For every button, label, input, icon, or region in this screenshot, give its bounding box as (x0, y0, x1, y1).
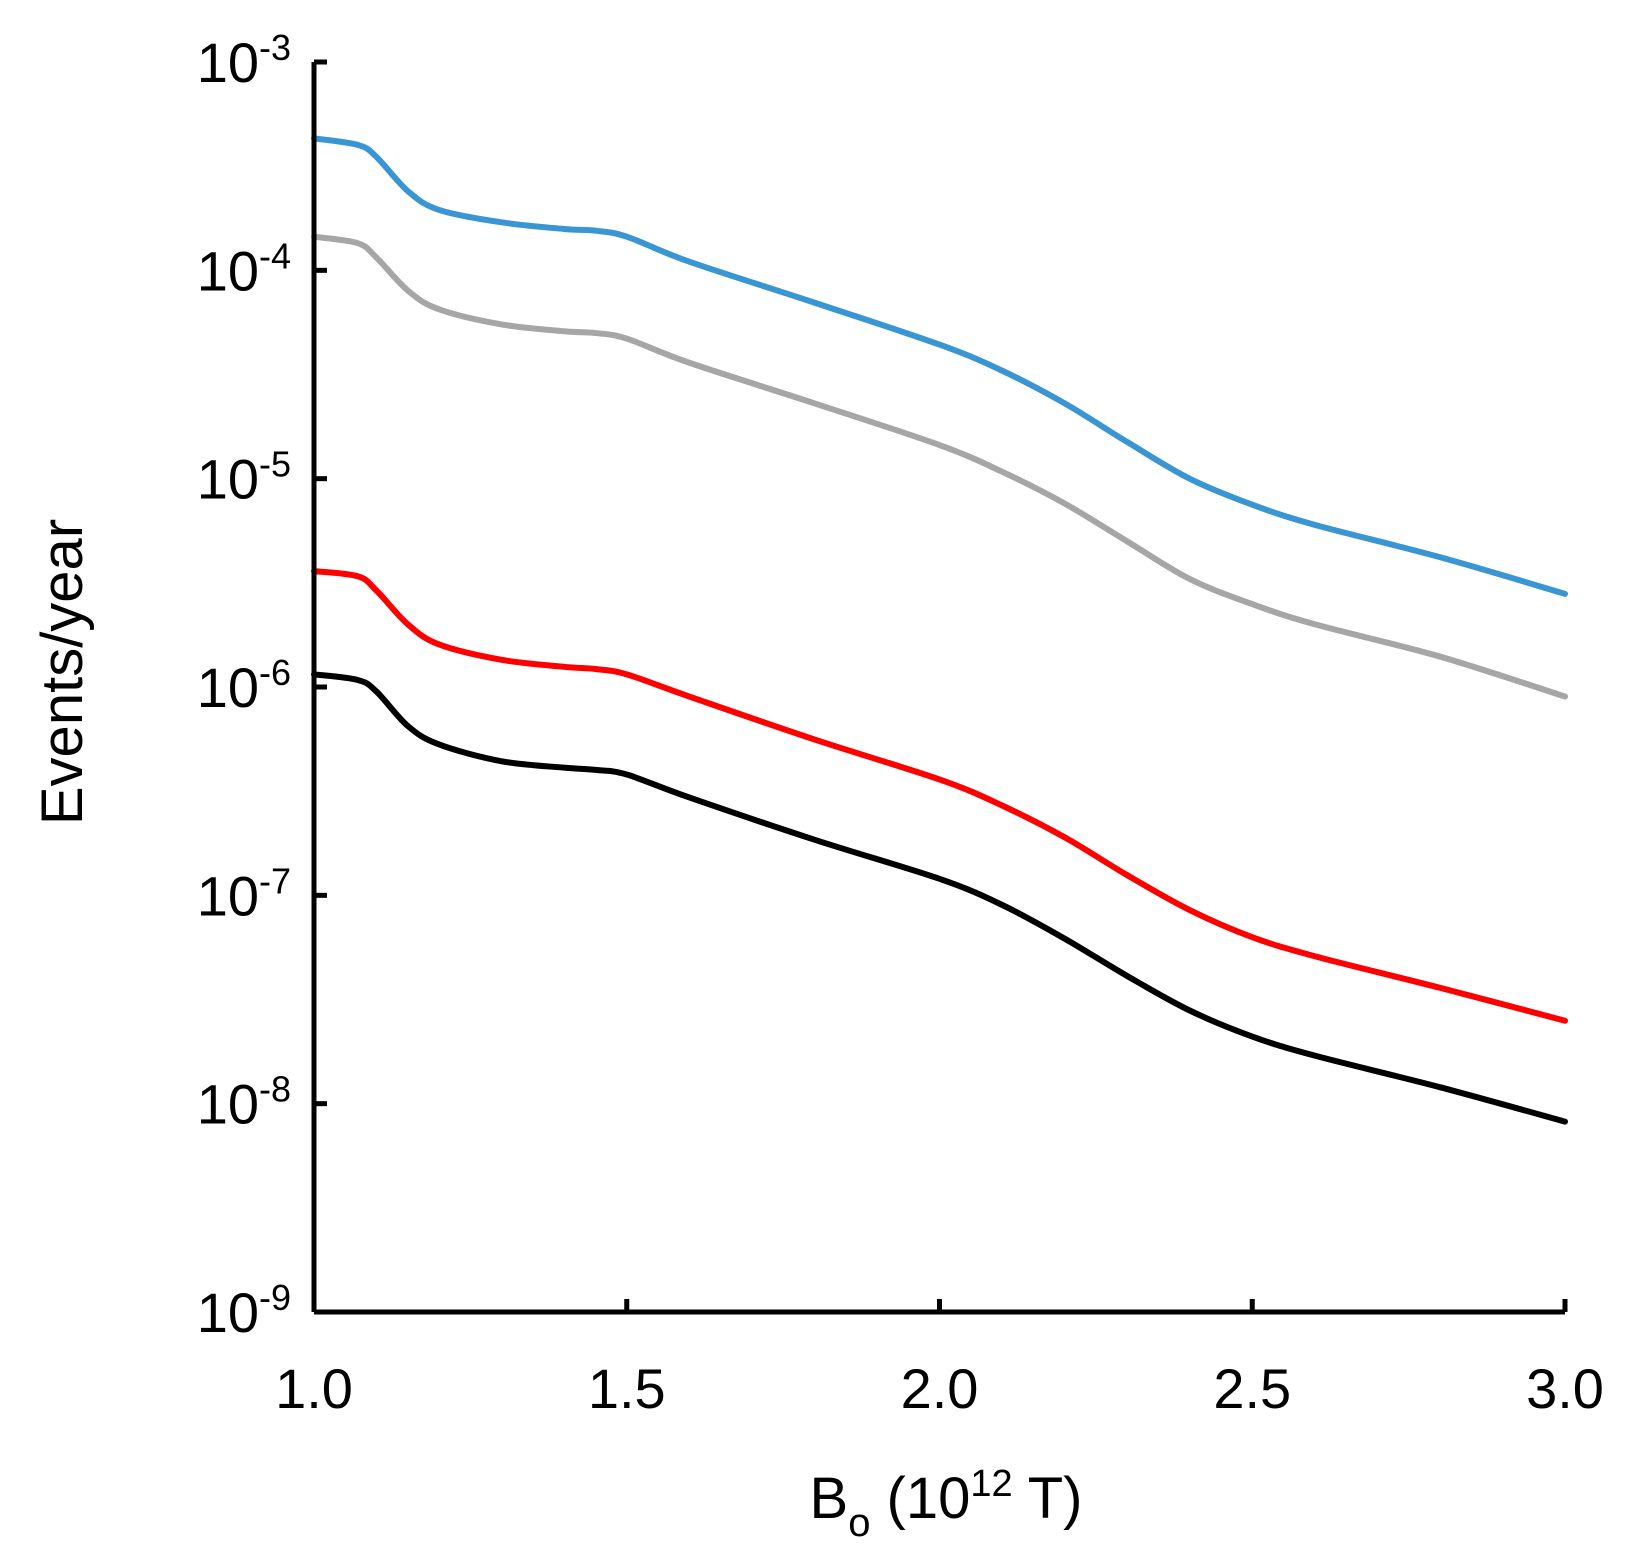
y-tick-label-base: 10 (197, 239, 259, 302)
y-tick-label: 10-6 (197, 652, 291, 719)
series-line-red (311, 568, 1568, 1024)
y-tick-label-base: 10 (197, 1281, 259, 1344)
series-layer (311, 135, 1568, 1125)
x-tick-label: 1.0 (275, 1357, 353, 1420)
y-tick-label-exponent: -6 (259, 652, 291, 693)
x-axis-label-base: B (810, 1466, 849, 1531)
y-tick-label-base: 10 (197, 31, 259, 94)
y-tick-label-base: 10 (197, 656, 259, 719)
x-tick-label: 3.0 (1526, 1357, 1604, 1420)
y-tick-label-exponent: -8 (259, 1069, 291, 1110)
y-tick-label-base: 10 (197, 864, 259, 927)
y-tick-label-base: 10 (197, 448, 259, 511)
y-tick-label: 10-3 (197, 27, 291, 94)
axes-layer (311, 59, 1568, 1315)
x-tick-label: 2.0 (901, 1357, 979, 1420)
y-tick-label: 10-4 (197, 235, 291, 302)
x-axis-label-subscript: o (848, 1501, 870, 1545)
y-tick-label: 10-8 (197, 1069, 291, 1136)
y-tick-label: 10-5 (197, 444, 291, 511)
x-axis-label-prefix: (10 (870, 1466, 970, 1531)
y-tick-label-exponent: -5 (259, 444, 291, 485)
x-axis-label-suffix: T) (1013, 1466, 1083, 1531)
y-axis-label: Events/year (30, 519, 95, 825)
y-tick-label: 10-9 (197, 1277, 291, 1344)
y-tick-label: 10-7 (197, 860, 291, 927)
series-line-blue (311, 135, 1568, 597)
y-tick-label-exponent: -4 (259, 235, 291, 276)
y-tick-label-exponent: -9 (259, 1277, 291, 1318)
x-tick-label: 2.5 (1213, 1357, 1291, 1420)
y-tick-label-exponent: -3 (259, 27, 291, 68)
series-line-gray (311, 233, 1568, 700)
x-tick-label: 1.5 (588, 1357, 666, 1420)
y-tick-label-base: 10 (197, 1073, 259, 1136)
x-axis-label: Bo (1012 T) (810, 1463, 1083, 1545)
x-axis-label-superscript: 12 (970, 1463, 1012, 1505)
y-tick-label-exponent: -7 (259, 860, 291, 901)
labels-layer: 10-910-810-710-610-510-410-31.0 1.5 2.0 2.5… (197, 27, 1604, 1420)
series-line-black (311, 671, 1568, 1125)
